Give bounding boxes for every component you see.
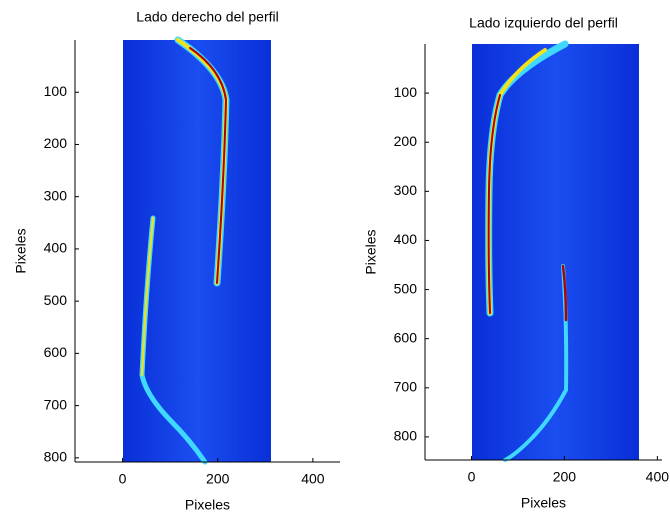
y-tick-label: 700 <box>394 379 418 395</box>
y-axis-label: Pixeles <box>363 229 379 274</box>
y-tick-label: 400 <box>394 231 418 247</box>
y-tick-label: 100 <box>44 83 68 99</box>
axes-layer: Lado derecho del perfil Pixeles Pixeles 0 20… <box>13 9 670 513</box>
image-background <box>472 44 639 460</box>
chart-title: Lado izquierdo del perfil <box>469 15 618 31</box>
y-tick-label: 200 <box>394 133 418 149</box>
y-tick-label: 300 <box>44 187 68 203</box>
y-tick-label: 600 <box>394 329 418 345</box>
y-tick-label: 100 <box>394 84 418 100</box>
y-axis-label: Pixeles <box>13 228 29 273</box>
y-tick-label: 300 <box>394 182 418 198</box>
chart-title: Lado derecho del perfil <box>136 9 278 25</box>
image-right <box>472 40 639 462</box>
y-tick-label: 400 <box>44 240 68 256</box>
x-axis-label: Pixeles <box>521 495 566 511</box>
ridge-lines <box>139 36 230 465</box>
y-tick-label: 700 <box>44 396 68 412</box>
x-tick-label: 200 <box>553 469 577 485</box>
x-tick-label: 400 <box>301 471 325 487</box>
x-tick-label: 400 <box>646 469 670 485</box>
y-tick-label: 800 <box>44 449 68 465</box>
y-tick-label: 200 <box>44 135 68 151</box>
image-left <box>123 36 271 465</box>
y-tick-label: 500 <box>394 280 418 296</box>
y-tick-label: 600 <box>44 344 68 360</box>
ridge-lines <box>485 40 569 462</box>
image-background <box>123 40 271 462</box>
x-axis-label: Pixeles <box>185 497 230 513</box>
y-tick-label: 800 <box>394 428 418 444</box>
y-tick-label: 500 <box>44 292 68 308</box>
x-tick-label: 0 <box>468 469 476 485</box>
x-tick-label: 0 <box>119 471 127 487</box>
x-tick-label: 200 <box>206 471 230 487</box>
